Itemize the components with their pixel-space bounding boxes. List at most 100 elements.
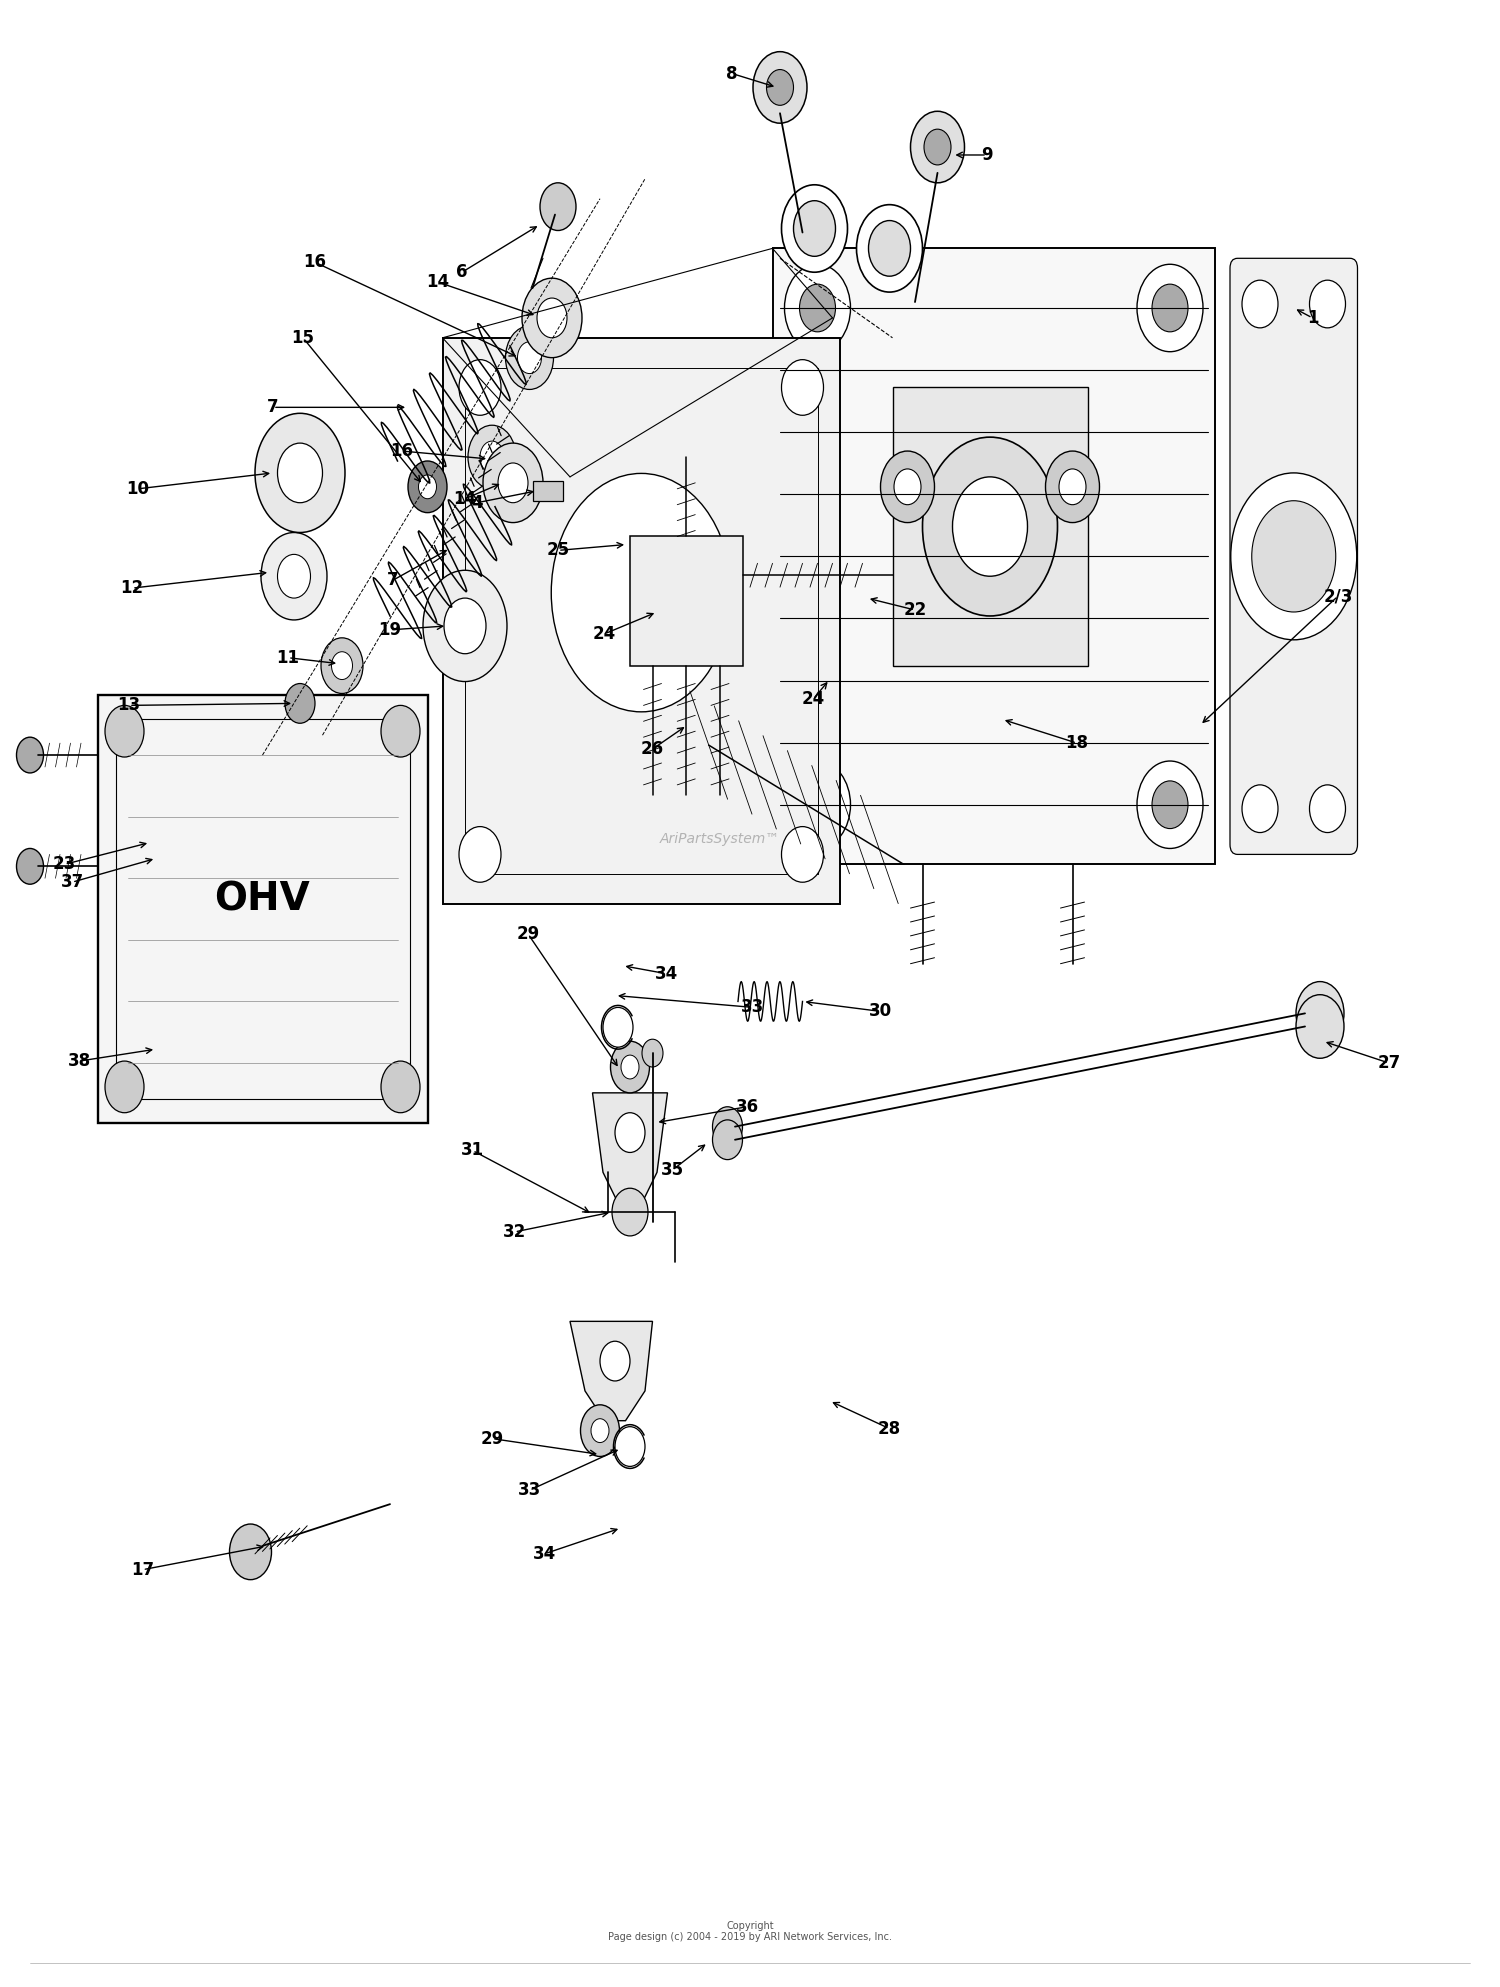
Circle shape bbox=[444, 598, 486, 654]
Circle shape bbox=[1137, 264, 1203, 352]
Text: 1: 1 bbox=[1306, 308, 1318, 328]
Circle shape bbox=[483, 443, 543, 523]
Text: 33: 33 bbox=[741, 997, 765, 1017]
Circle shape bbox=[261, 533, 327, 620]
Text: 33: 33 bbox=[518, 1480, 542, 1500]
Circle shape bbox=[537, 298, 567, 338]
Circle shape bbox=[868, 221, 910, 276]
Circle shape bbox=[712, 1107, 742, 1146]
Circle shape bbox=[1242, 280, 1278, 328]
Polygon shape bbox=[592, 1093, 668, 1212]
Circle shape bbox=[381, 1061, 420, 1113]
Text: 37: 37 bbox=[60, 872, 84, 892]
Text: 25: 25 bbox=[546, 540, 570, 560]
Text: 31: 31 bbox=[460, 1141, 484, 1160]
Circle shape bbox=[753, 52, 807, 123]
Text: 24: 24 bbox=[801, 689, 825, 709]
Circle shape bbox=[603, 1007, 633, 1047]
Text: 24: 24 bbox=[592, 624, 616, 644]
Text: 8: 8 bbox=[726, 64, 738, 83]
Text: 16: 16 bbox=[390, 441, 414, 461]
Text: 22: 22 bbox=[903, 600, 927, 620]
Circle shape bbox=[1310, 785, 1346, 833]
Text: 15: 15 bbox=[291, 328, 315, 348]
Circle shape bbox=[419, 475, 436, 499]
Text: 16: 16 bbox=[303, 252, 327, 272]
Text: 34: 34 bbox=[532, 1544, 556, 1564]
Circle shape bbox=[16, 848, 44, 884]
Circle shape bbox=[880, 451, 934, 523]
Circle shape bbox=[480, 441, 504, 473]
Bar bbox=[465, 368, 818, 874]
Circle shape bbox=[408, 461, 447, 513]
Bar bbox=[892, 387, 1088, 666]
Circle shape bbox=[784, 264, 850, 352]
Circle shape bbox=[16, 737, 44, 773]
Text: 13: 13 bbox=[117, 695, 141, 715]
Circle shape bbox=[782, 185, 847, 272]
Bar bbox=[772, 248, 1215, 864]
Circle shape bbox=[800, 284, 836, 332]
Circle shape bbox=[552, 473, 732, 711]
Text: 14: 14 bbox=[426, 272, 450, 292]
Circle shape bbox=[612, 1188, 648, 1236]
Text: 30: 30 bbox=[868, 1001, 892, 1021]
Circle shape bbox=[615, 1113, 645, 1152]
Circle shape bbox=[522, 278, 582, 358]
Circle shape bbox=[615, 1427, 645, 1466]
Circle shape bbox=[1296, 995, 1344, 1059]
Text: 26: 26 bbox=[640, 739, 664, 759]
Text: 11: 11 bbox=[276, 648, 300, 668]
Circle shape bbox=[1137, 761, 1203, 848]
Circle shape bbox=[794, 201, 836, 256]
Circle shape bbox=[924, 129, 951, 165]
Bar bbox=[442, 338, 840, 904]
Circle shape bbox=[610, 1041, 650, 1093]
Circle shape bbox=[856, 205, 922, 292]
Text: 27: 27 bbox=[1377, 1053, 1401, 1073]
Circle shape bbox=[498, 463, 528, 503]
Text: 17: 17 bbox=[130, 1560, 154, 1580]
Text: Copyright
Page design (c) 2004 - 2019 by ARI Network Services, Inc.: Copyright Page design (c) 2004 - 2019 by… bbox=[608, 1921, 892, 1941]
Text: AriPartsSystem™: AriPartsSystem™ bbox=[660, 831, 780, 846]
Circle shape bbox=[800, 781, 836, 829]
Circle shape bbox=[1296, 982, 1344, 1045]
Bar bbox=[116, 719, 410, 1099]
Circle shape bbox=[922, 437, 1058, 616]
Circle shape bbox=[600, 1341, 630, 1381]
Text: 38: 38 bbox=[68, 1051, 92, 1071]
Circle shape bbox=[952, 477, 1028, 576]
Bar bbox=[630, 536, 742, 666]
Circle shape bbox=[105, 705, 144, 757]
Text: 7: 7 bbox=[387, 570, 399, 590]
FancyBboxPatch shape bbox=[1230, 258, 1358, 854]
Circle shape bbox=[468, 425, 516, 489]
Bar bbox=[532, 481, 562, 501]
Text: 32: 32 bbox=[503, 1222, 526, 1242]
Text: 12: 12 bbox=[120, 578, 144, 598]
Circle shape bbox=[105, 1061, 144, 1113]
Text: 29: 29 bbox=[516, 924, 540, 944]
Circle shape bbox=[782, 827, 824, 882]
Circle shape bbox=[540, 183, 576, 230]
Circle shape bbox=[712, 1121, 742, 1160]
Text: 19: 19 bbox=[378, 620, 402, 640]
Polygon shape bbox=[570, 1321, 652, 1421]
Text: 9: 9 bbox=[981, 145, 993, 165]
Text: 6: 6 bbox=[456, 262, 468, 282]
Text: 4: 4 bbox=[471, 493, 483, 513]
Circle shape bbox=[621, 1055, 639, 1079]
Circle shape bbox=[459, 827, 501, 882]
Circle shape bbox=[230, 1524, 272, 1580]
Circle shape bbox=[910, 111, 964, 183]
Text: 29: 29 bbox=[480, 1429, 504, 1449]
Circle shape bbox=[591, 1419, 609, 1443]
Circle shape bbox=[1046, 451, 1100, 523]
Text: OHV: OHV bbox=[214, 880, 310, 918]
Circle shape bbox=[278, 443, 322, 503]
Circle shape bbox=[255, 413, 345, 533]
Circle shape bbox=[332, 652, 352, 680]
Circle shape bbox=[766, 70, 794, 105]
Circle shape bbox=[1152, 781, 1188, 829]
Circle shape bbox=[782, 360, 824, 415]
